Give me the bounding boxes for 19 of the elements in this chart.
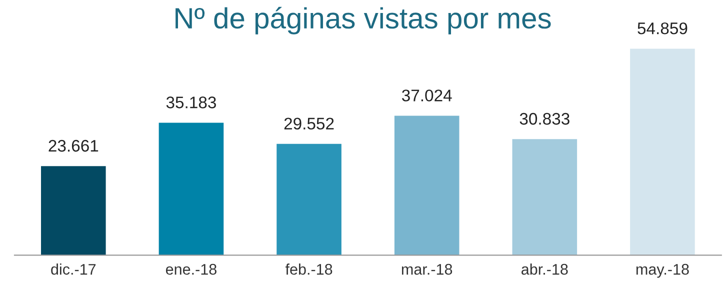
bar <box>276 144 342 256</box>
chart-title: Nº de páginas vistas por mes <box>176 6 551 34</box>
bar <box>41 166 106 256</box>
bar <box>394 116 460 256</box>
x-tick-label: mar.-18 <box>402 264 452 275</box>
x-tick-label: may.-18 <box>636 264 689 278</box>
x-tick-label: ene.-18 <box>166 264 216 275</box>
x-tick-label: dic.-17 <box>51 264 96 275</box>
data-label: 37.024 <box>402 90 452 102</box>
x-tick-label: feb.-18 <box>285 264 332 275</box>
data-label: 23.661 <box>48 140 98 152</box>
data-label: 29.552 <box>284 118 334 130</box>
data-label: 30.833 <box>520 112 570 125</box>
bar <box>512 139 578 256</box>
x-tick-label: abr.-18 <box>522 264 568 275</box>
data-label: 54.859 <box>638 22 688 34</box>
data-label: 35.183 <box>166 96 216 108</box>
bar <box>158 122 224 256</box>
bar <box>630 48 695 256</box>
